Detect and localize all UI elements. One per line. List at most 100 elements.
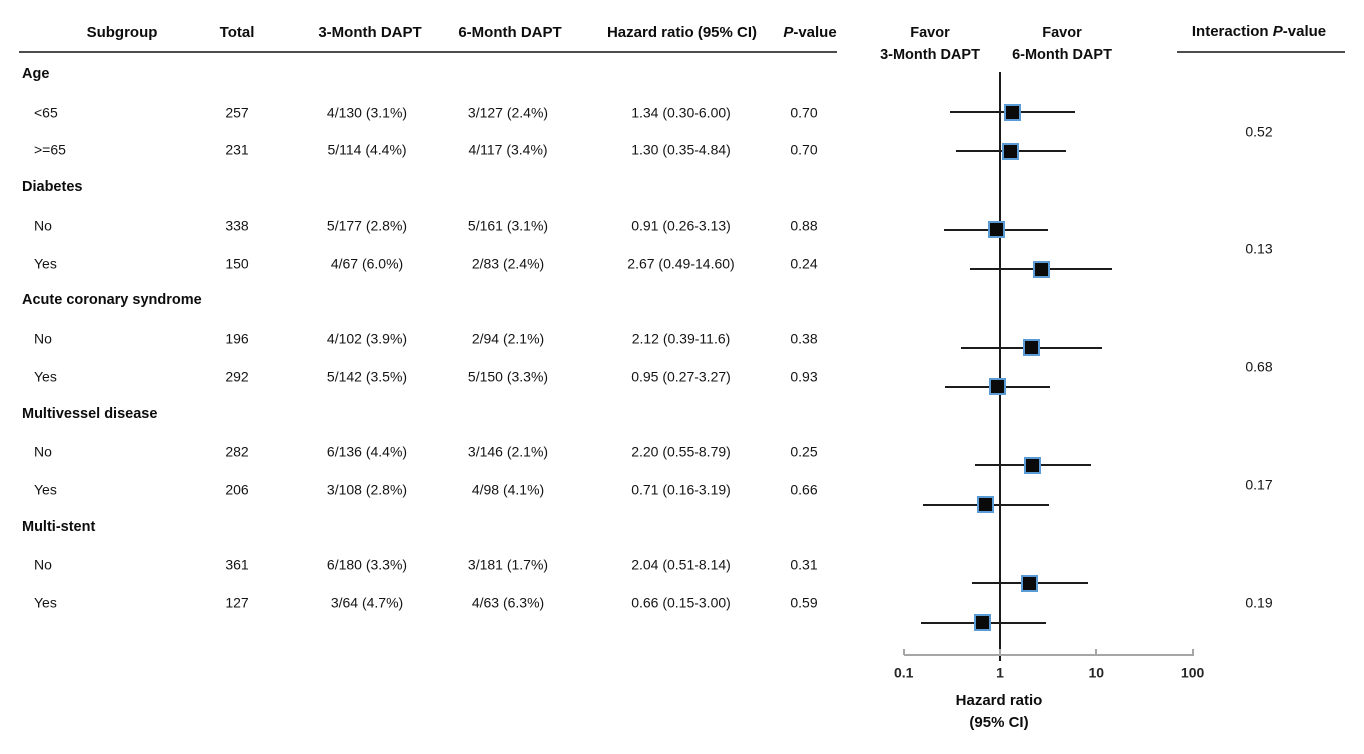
column-header-hazard-ratio: Hazard ratio (95% CI) [606,23,758,41]
favor-3month-label: Favor 3-Month DAPT [880,22,980,66]
subgroup-group-label: Acute coronary syndrome [22,292,202,309]
column-header-p-value: P-value [783,23,837,42]
favor-3month-line2: 3-Month DAPT [880,47,980,63]
interaction-p-value-header: Interaction P-value [1191,22,1327,41]
total-value: 231 [225,141,249,158]
hr-marker [1022,339,1040,357]
dapt6-events-value: 2/83 (2.4%) [471,254,545,271]
favor-6month-label: Favor 6-Month DAPT [1012,22,1112,66]
total-value: 292 [225,368,249,385]
hazard-ratio-value: 2.67 (0.49-14.60) [627,254,735,271]
p-suffix: -value [793,23,837,41]
column-header-total: Total [219,23,255,41]
dapt3-events-value: 4/130 (3.1%) [326,103,408,120]
hazard-ratio-value: 1.34 (0.30-6.00) [631,103,731,120]
subgroup-row-label: <65 [34,103,58,120]
p-value: 0.38 [790,330,818,347]
dapt6-events-value: 3/181 (1.7%) [467,556,549,573]
hr-marker [987,221,1005,239]
subgroup-group-label: Multivessel disease [22,405,158,422]
x-axis-tick [902,649,905,655]
dapt6-events-value: 5/150 (3.3%) [467,368,549,385]
hazard-ratio-value: 1.30 (0.35-4.84) [631,141,731,158]
total-value: 150 [225,254,249,271]
interaction-p-value: 0.52 [1245,122,1273,139]
dapt3-events-value: 5/177 (2.8%) [326,217,408,234]
total-value: 127 [225,594,249,611]
x-axis-tick-label: 10 [1088,664,1105,681]
column-header-6month-dapt: 6-Month DAPT [458,23,562,41]
dapt3-events-value: 6/136 (4.4%) [326,443,408,460]
p-value: 0.70 [790,103,818,120]
x-axis-tick [999,649,1001,655]
dapt6-events-value: 5/161 (3.1%) [467,217,549,234]
dapt6-events-value: 4/63 (6.3%) [471,594,545,611]
interaction-p-value: 0.17 [1245,476,1273,493]
p-value: 0.59 [790,594,818,611]
hazard-ratio-value: 2.12 (0.39-11.6) [631,330,731,347]
subgroup-row-label: No [34,556,52,573]
interaction-suffix: -value [1282,22,1327,40]
interaction-p-value: 0.19 [1245,594,1273,611]
interaction-p-value: 0.13 [1245,240,1273,257]
interaction-header-rule [1177,51,1345,53]
hr-marker [1032,260,1050,278]
dapt3-events-value: 3/108 (2.8%) [326,481,408,498]
hr-marker [1002,142,1020,160]
subgroup-row-label: >=65 [34,141,66,158]
column-header-subgroup: Subgroup [86,23,158,41]
hazard-ratio-value: 2.20 (0.55-8.79) [631,443,731,460]
hr-marker [1003,103,1021,121]
x-axis-tick [1191,649,1194,655]
x-axis-tick [1095,649,1098,655]
dapt6-events-value: 3/127 (2.4%) [467,103,549,120]
dapt6-events-value: 4/117 (3.4%) [468,141,548,158]
dapt3-events-value: 4/102 (3.9%) [326,330,408,347]
p-value: 0.24 [790,254,818,271]
reference-line [999,72,1001,661]
subgroup-row-label: No [34,330,52,347]
subgroup-row-label: No [34,443,52,460]
interaction-prefix: Interaction [1191,22,1273,40]
header-rule [19,51,837,53]
total-value: 361 [225,556,249,573]
subgroup-row-label: Yes [34,254,57,271]
interaction-p-italic: P [1272,22,1283,40]
dapt3-events-value: 4/67 (6.0%) [330,254,404,271]
total-value: 196 [225,330,249,347]
p-value: 0.88 [790,217,818,234]
subgroup-row-label: Yes [34,368,57,385]
total-value: 338 [225,217,249,234]
x-axis-line [904,654,1194,656]
subgroup-group-label: Multi-stent [22,518,96,535]
interaction-p-value: 0.68 [1245,358,1273,375]
subgroup-group-label: Diabetes [22,179,83,196]
hr-marker [977,496,995,514]
favor-6month-line1: Favor [1042,25,1082,41]
hazard-ratio-value: 0.91 (0.26-3.13) [631,217,731,234]
dapt3-events-value: 5/114 (4.4%) [327,141,407,158]
p-value: 0.70 [790,141,818,158]
hr-marker [1021,574,1039,592]
subgroup-row-label: No [34,217,52,234]
dapt6-events-value: 2/94 (2.1%) [471,330,545,347]
p-value: 0.66 [790,481,818,498]
hazard-ratio-value: 0.95 (0.27-3.27) [631,368,731,385]
subgroup-row-label: Yes [34,594,57,611]
dapt6-events-value: 3/146 (2.1%) [467,443,549,460]
dapt3-events-value: 6/180 (3.3%) [326,556,408,573]
hr-marker [974,614,992,631]
favor-6month-line2: 6-Month DAPT [1012,47,1112,63]
subgroup-group-label: Age [22,66,50,83]
total-value: 282 [225,443,249,460]
total-value: 257 [225,103,249,120]
hazard-ratio-value: 2.04 (0.51-8.14) [631,556,731,573]
x-axis-tick-label: 100 [1180,664,1205,681]
hazard-ratio-value: 0.71 (0.16-3.19) [631,481,731,498]
hr-marker [989,378,1007,396]
hazard-ratio-value: 0.66 (0.15-3.00) [631,594,731,611]
p-italic: P [783,23,794,41]
p-value: 0.25 [790,443,818,460]
x-axis-tick-label: 1 [996,664,1004,681]
